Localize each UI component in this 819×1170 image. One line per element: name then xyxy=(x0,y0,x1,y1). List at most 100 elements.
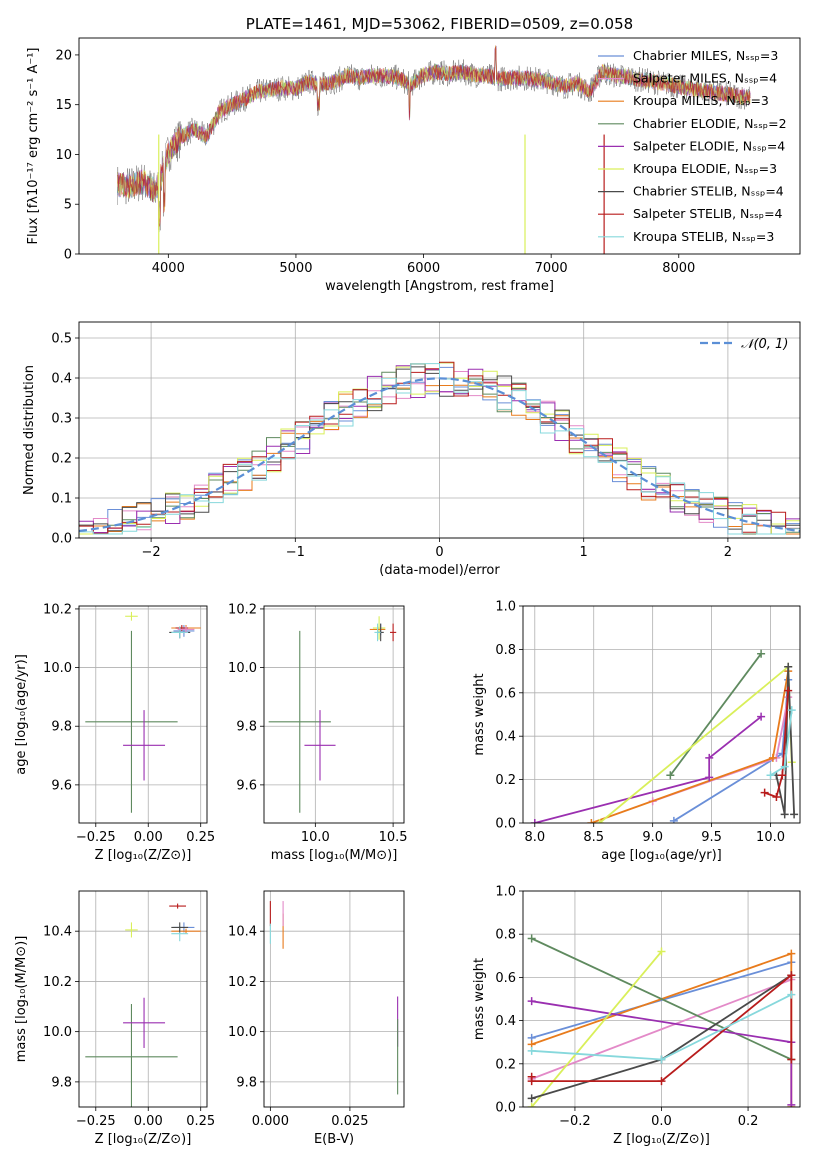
y-tick-label: 15 xyxy=(55,98,72,113)
y-tick-label: 0.0 xyxy=(495,817,516,832)
histogram-step xyxy=(79,362,800,535)
plot-area xyxy=(530,649,799,823)
spectrum-line xyxy=(117,46,751,226)
axes-frame xyxy=(522,890,801,1108)
weight-marker xyxy=(784,662,793,671)
axes-frame xyxy=(522,605,801,824)
legend-label: Salpeter STELIB, Nₛₛₚ=4 xyxy=(633,206,783,221)
x-tick-label: 10.0 xyxy=(756,830,785,845)
weight-line xyxy=(531,937,792,1061)
y-tick-label: 0.3 xyxy=(51,412,72,427)
weight-marker xyxy=(527,1094,536,1103)
axes-frame xyxy=(78,890,208,1108)
axes-frame xyxy=(78,605,208,824)
x-tick-label: 0.00 xyxy=(134,1114,163,1129)
x-axis-label: mass [log₁₀(M/M⊙)] xyxy=(271,848,398,863)
y-tick-label: 0.0 xyxy=(51,532,72,547)
x-axis-label: age [log₁₀(age/yr)] xyxy=(601,848,722,863)
x-tick-label: −0.2 xyxy=(559,1114,591,1129)
y-tick-label: 20 xyxy=(55,48,72,63)
legend-label: 𝒩(0, 1) xyxy=(741,337,788,352)
weight-marker xyxy=(766,771,775,780)
y-axis-label: mass [log₁₀(M/M⊙)] xyxy=(14,936,29,1063)
weight-marker xyxy=(527,997,536,1006)
weight-line xyxy=(764,690,790,799)
weight-marker xyxy=(657,1077,666,1086)
weight-marker xyxy=(657,947,666,956)
y-axis-label: Normed distribution xyxy=(22,365,37,495)
weight-marker xyxy=(787,971,796,980)
x-tick-label: 0.000 xyxy=(252,1114,289,1129)
y-tick-label: 9.8 xyxy=(236,720,257,735)
y-tick-label: 5 xyxy=(64,198,72,213)
plot-area xyxy=(79,361,800,535)
weight-marker xyxy=(784,686,793,695)
y-tick-label: 10.4 xyxy=(43,925,72,940)
weight-marker xyxy=(780,810,789,819)
weight-marker xyxy=(787,1100,796,1107)
weight-marker xyxy=(757,649,766,658)
y-tick-label: 10.2 xyxy=(43,975,72,990)
weight-marker xyxy=(530,819,539,823)
plot-area xyxy=(527,934,796,1107)
x-tick-label: 4000 xyxy=(152,261,185,276)
x-tick-label: −2 xyxy=(142,545,161,560)
weight-marker xyxy=(757,712,766,721)
weight-marker xyxy=(705,773,714,782)
y-tick-label: 10.0 xyxy=(43,661,72,676)
weight-marker xyxy=(768,753,777,762)
y-tick-label: 1.0 xyxy=(495,600,516,615)
x-tick-label: 10.5 xyxy=(379,830,408,845)
weight-line xyxy=(669,653,762,776)
y-tick-label: 10.0 xyxy=(228,1025,257,1040)
y-tick-label: 10.2 xyxy=(228,975,257,990)
weight-marker xyxy=(787,706,796,715)
x-axis-label: Z [log₁₀(Z/Z⊙)] xyxy=(613,1132,710,1147)
weight-marker xyxy=(780,762,789,771)
x-tick-label: 10.0 xyxy=(301,830,330,845)
x-axis-label: E(B-V) xyxy=(314,1132,354,1147)
x-tick-label: 5000 xyxy=(279,261,312,276)
y-tick-label: 10.0 xyxy=(228,661,257,676)
weight-marker xyxy=(527,934,536,943)
x-tick-label: 7000 xyxy=(535,261,568,276)
weight-marker xyxy=(787,990,796,999)
y-tick-label: 0.2 xyxy=(495,773,516,788)
weight-line xyxy=(531,961,792,1039)
panel-6: −0.25 0.00 0.25 9.8 10.0 10.2 10.4 Z [log₁₀(Z/Z… xyxy=(14,890,215,1147)
legend-label: Chabrier MILES, Nₛₛₚ=3 xyxy=(633,48,778,63)
weight-marker xyxy=(669,816,678,823)
y-tick-label: 10 xyxy=(55,148,72,163)
y-tick-label: 0.4 xyxy=(51,372,72,387)
y-tick-label: 0.2 xyxy=(495,1057,516,1072)
x-tick-label: 8.5 xyxy=(583,830,604,845)
x-tick-label: 0.0 xyxy=(651,1114,672,1129)
x-tick-label: 8.0 xyxy=(524,830,545,845)
panel-1: 4000 5000 6000 7000 8000 0 5 10 15 20 wavelength [… xyxy=(26,15,801,294)
x-tick-label: −0.25 xyxy=(76,1114,116,1129)
weight-marker xyxy=(527,1046,536,1055)
weight-marker xyxy=(778,771,787,780)
y-tick-label: 10.0 xyxy=(43,1025,72,1040)
weight-marker xyxy=(790,810,799,819)
y-tick-label: 1.0 xyxy=(495,885,516,900)
legend-label: Kroupa MILES, Nₛₛₚ=3 xyxy=(633,93,769,108)
x-axis-label: Z [log₁₀(Z/Z⊙)] xyxy=(95,1132,192,1147)
y-axis-label: age [log₁₀(age/yr)] xyxy=(14,654,29,775)
x-tick-label: 9.5 xyxy=(701,830,722,845)
y-tick-label: 0.4 xyxy=(495,1014,516,1029)
x-tick-label: 9.0 xyxy=(642,830,663,845)
y-tick-label: 9.6 xyxy=(236,778,257,793)
panel-4: 10.0 10.5 9.6 9.8 10.0 10.2 mass [log₁₀(M/M⊙)] xyxy=(228,602,408,863)
y-tick-label: 10.2 xyxy=(228,602,257,617)
y-tick-label: 0.2 xyxy=(51,452,72,467)
y-tick-label: 9.8 xyxy=(51,720,72,735)
x-tick-label: 2 xyxy=(724,545,732,560)
weight-marker xyxy=(760,788,769,797)
y-axis-label: Flux [fλ10⁻¹⁷ erg cm⁻² s⁻¹ A⁻¹] xyxy=(26,48,41,245)
y-tick-label: 0.4 xyxy=(495,730,516,745)
axes-frame xyxy=(78,321,801,539)
y-tick-label: 0.5 xyxy=(51,332,72,347)
panel-2: −2 −1 0 1 2 0.0 0.1 0.2 0.3 0.4 0.5 (data-model)/er… xyxy=(22,321,801,578)
x-tick-label: −0.25 xyxy=(76,830,116,845)
